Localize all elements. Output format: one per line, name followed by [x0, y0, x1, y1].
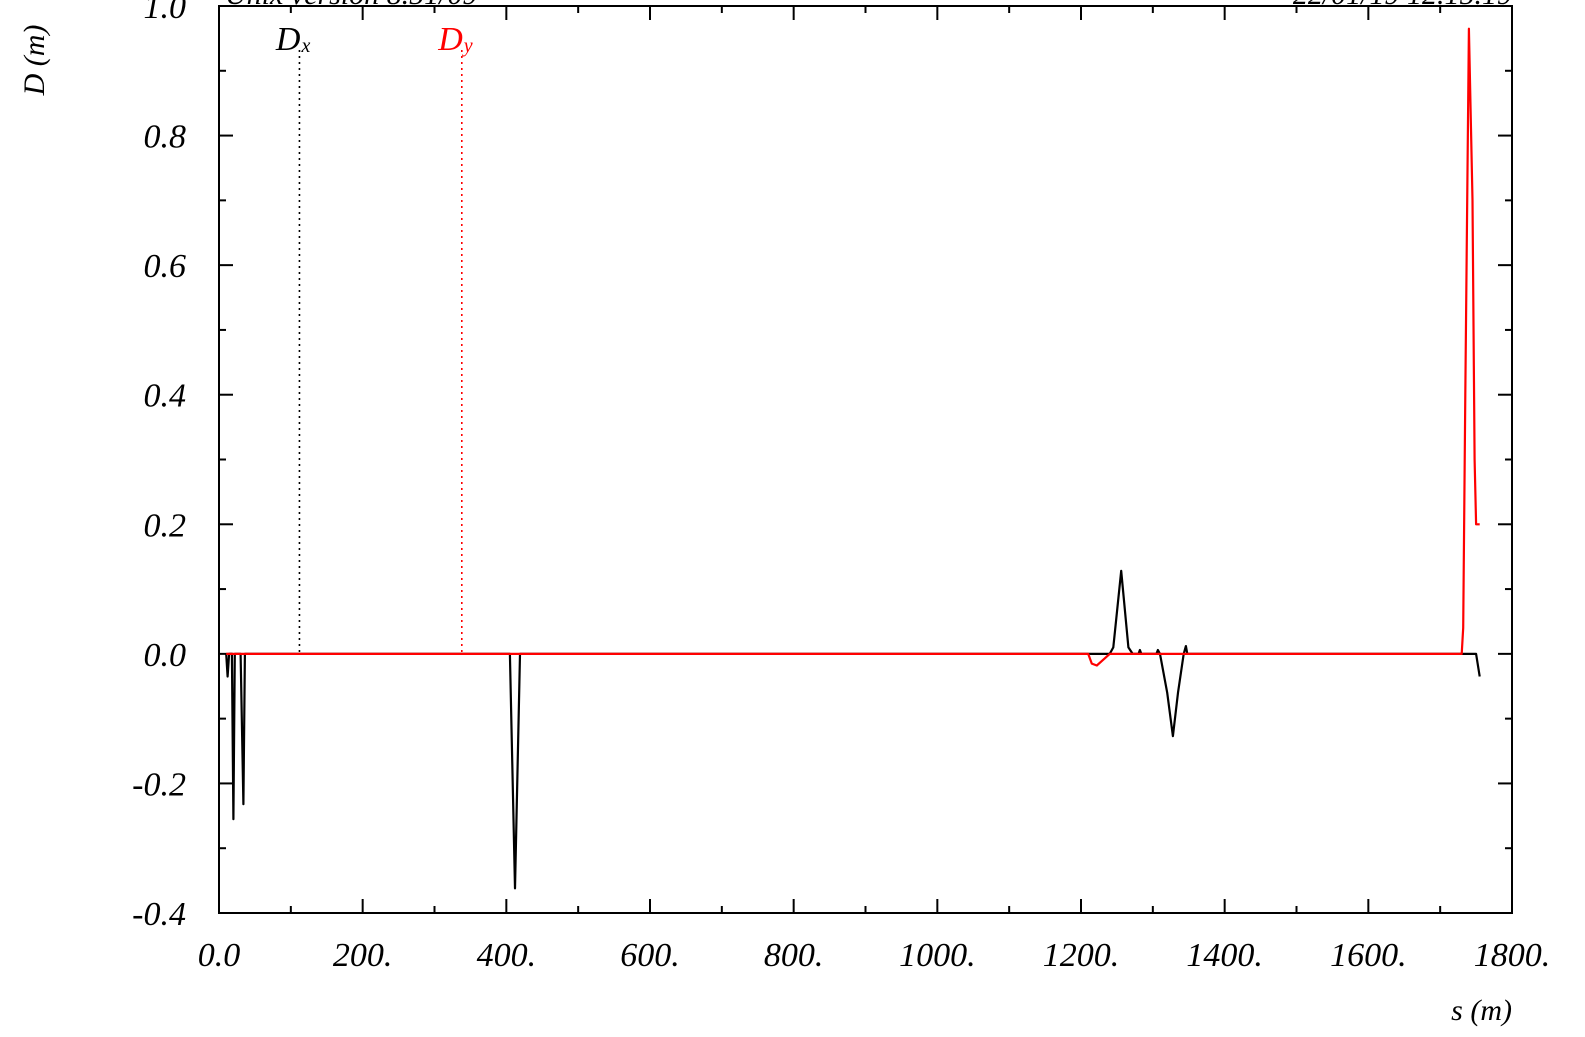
legend-label-main: D	[437, 21, 463, 58]
legend-label: D	[437, 21, 463, 58]
legend-label-main: D	[275, 21, 301, 58]
y-tick-label: 0.8	[144, 119, 187, 156]
x-tick-label: 1000.	[899, 937, 976, 974]
plot-frame	[218, 5, 1513, 914]
x-tick-label: 1400.	[1186, 937, 1263, 974]
y-tick-label: -0.2	[132, 766, 186, 803]
x-tick-label: 1800.	[1474, 937, 1551, 974]
legend-label-sub: x	[300, 35, 310, 57]
x-tick-label: 1600.	[1330, 937, 1407, 974]
legend-label: D	[275, 21, 301, 58]
y-tick-label: 0.6	[144, 248, 187, 285]
x-tick-label: 200.	[333, 937, 393, 974]
x-tick-label: 800.	[764, 937, 824, 974]
series-line-dx	[225, 569, 1481, 890]
axis-ticks: 0.0 200. 400. 600. 800. 1000. 1200. 1400. 1600. 1…	[132, 0, 1550, 974]
x-tick-label: 400.	[477, 937, 537, 974]
series-line-dy	[226, 27, 1480, 667]
x-axis-title: s (m)	[1451, 994, 1512, 1027]
y-tick-label: 0.0	[144, 637, 187, 674]
y-tick-label: 1.0	[144, 0, 187, 26]
y-axis-title: D (m)	[18, 25, 51, 97]
y-tick-label: 0.2	[144, 507, 187, 544]
y-tick-label: 0.4	[144, 378, 187, 415]
legend-label-sub: y	[462, 35, 473, 57]
y-tick-label: -0.4	[132, 896, 186, 933]
x-tick-label: 0.0	[198, 937, 241, 974]
x-tick-label: 1200.	[1043, 937, 1120, 974]
x-tick-label: 600.	[620, 937, 680, 974]
series-lines	[225, 27, 1481, 890]
